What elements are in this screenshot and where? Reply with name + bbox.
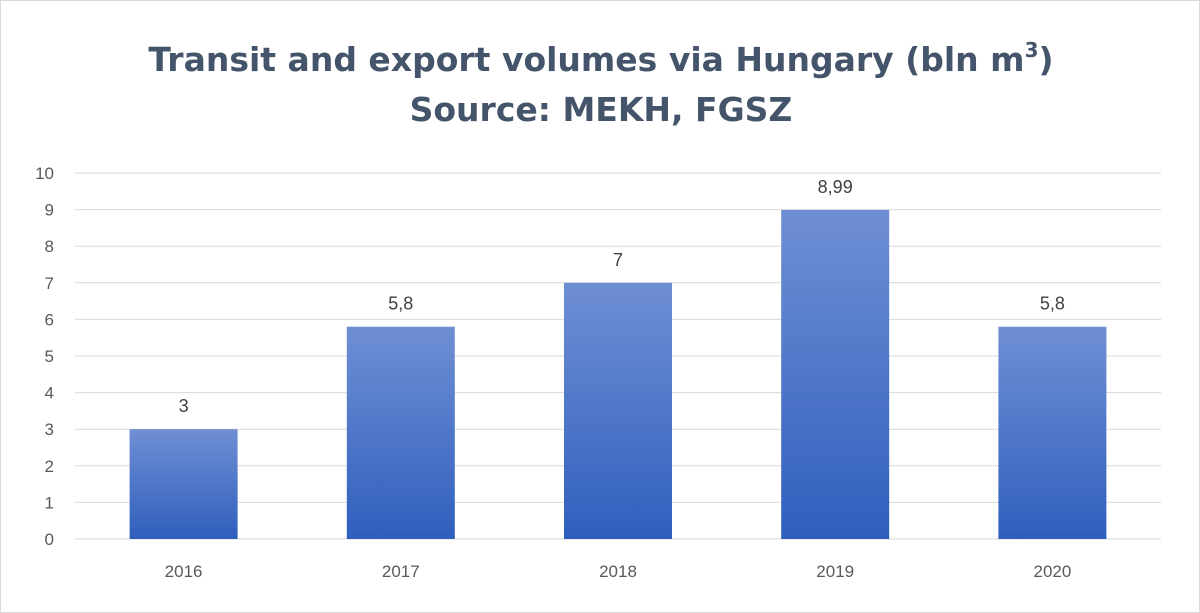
data-label-2018: 7 xyxy=(613,250,623,270)
x-tick-label: 2016 xyxy=(165,562,203,581)
data-labels: 3 5,8 7 8,99 5,8 xyxy=(179,177,1065,416)
y-tick-label: 4 xyxy=(45,384,54,403)
bar-2017 xyxy=(346,326,455,539)
y-tick-label: 8 xyxy=(45,237,54,256)
x-tick-label: 2018 xyxy=(599,562,637,581)
y-tick-label: 5 xyxy=(45,347,54,366)
bar-2018 xyxy=(564,282,672,539)
bar-2016 xyxy=(129,429,238,539)
y-tick-label: 1 xyxy=(45,493,54,512)
y-tick-label: 9 xyxy=(45,201,54,220)
bar-2020 xyxy=(998,326,1107,539)
y-tick-label: 0 xyxy=(45,530,54,549)
x-tick-label: 2019 xyxy=(816,562,854,581)
x-axis: 2016 2017 2018 2019 2020 xyxy=(165,562,1072,581)
chart-title-line-1: Transit and export volumes via Hungary (… xyxy=(1,35,1199,85)
chart-subtitle: Source: MEKH, FGSZ xyxy=(409,90,793,129)
data-label-2020: 5,8 xyxy=(1040,294,1065,314)
y-tick-label: 7 xyxy=(45,274,54,293)
y-tick-label: 6 xyxy=(45,310,54,329)
data-label-2019: 8,99 xyxy=(818,177,853,197)
data-label-2017: 5,8 xyxy=(388,294,413,314)
data-label-2016: 3 xyxy=(179,396,189,416)
y-tick-label: 3 xyxy=(45,420,54,439)
x-tick-label: 2020 xyxy=(1033,562,1071,581)
bars xyxy=(129,209,1107,539)
chart-title: Transit and export volumes via Hungary (… xyxy=(1,35,1199,135)
y-axis: 0 1 2 3 4 5 6 7 8 9 10 xyxy=(35,164,54,549)
y-tick-label: 10 xyxy=(35,164,54,183)
chart-title-close-paren: ) xyxy=(1038,40,1054,79)
chart-title-text: Transit and export volumes via Hungary (… xyxy=(148,40,1025,79)
x-tick-label: 2017 xyxy=(382,562,420,581)
bar-2019 xyxy=(781,209,890,539)
chart-title-superscript: 3 xyxy=(1024,38,1039,62)
y-tick-label: 2 xyxy=(45,457,54,476)
